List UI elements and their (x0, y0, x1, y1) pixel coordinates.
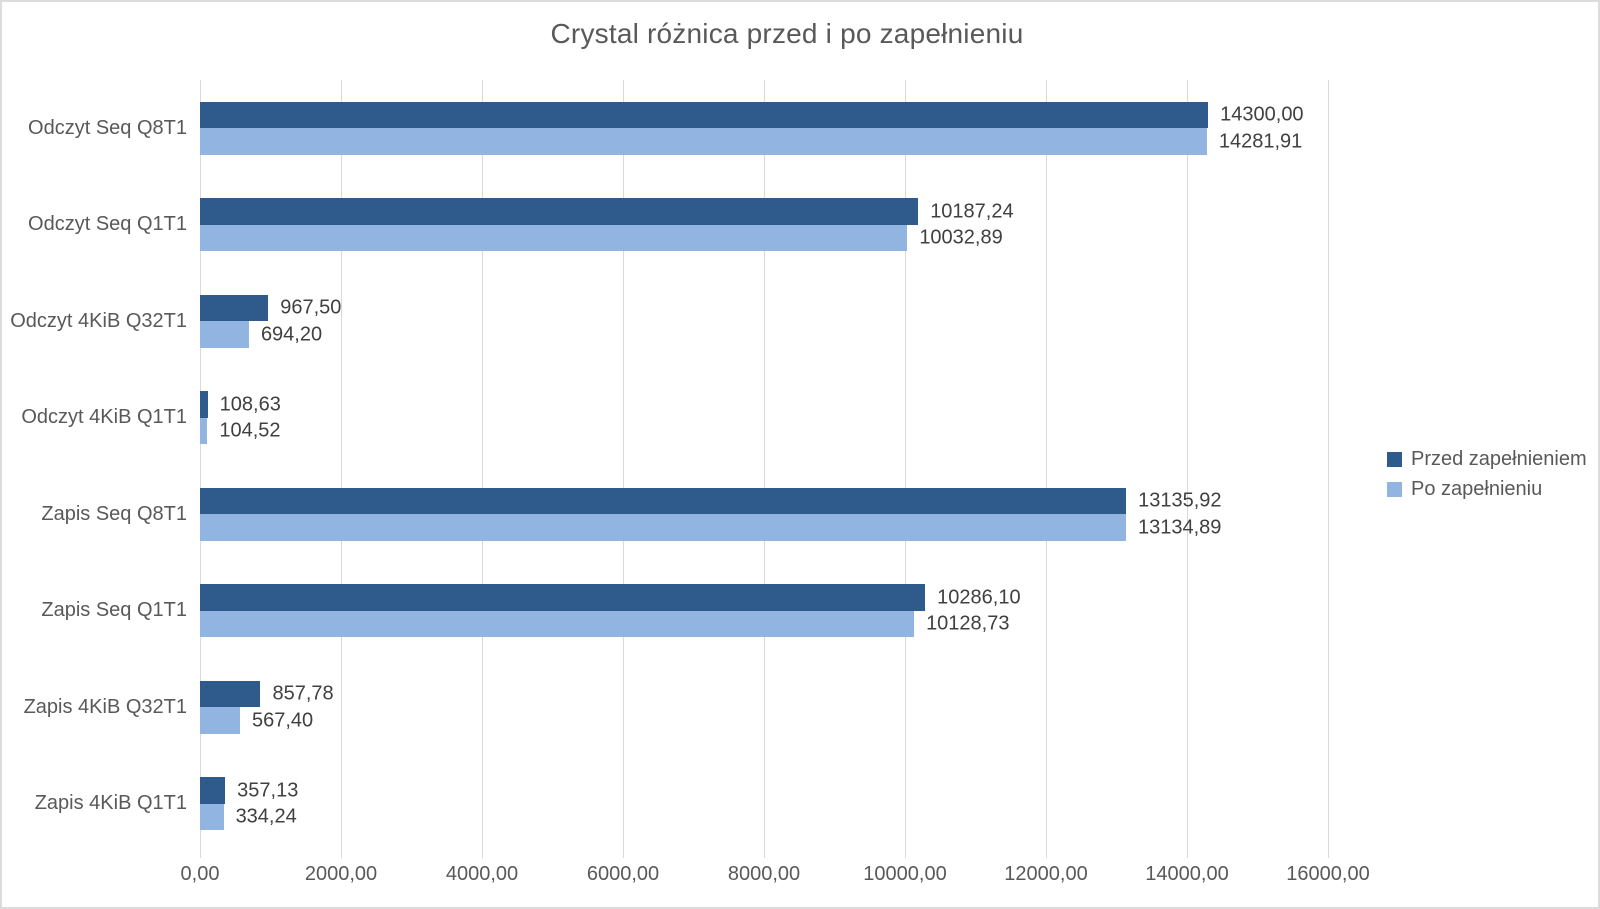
bar-series1: 857,78 (200, 680, 334, 708)
category-band: 357,13 334,24 (200, 756, 1328, 853)
x-axis-tick-label: 2000,00 (304, 863, 378, 885)
value-label: 334,24 (235, 805, 297, 828)
value-label: 13135,92 (1138, 489, 1222, 512)
value-label: 10286,10 (937, 586, 1021, 608)
category-label: Odczyt Seq Q8T1 (28, 116, 187, 139)
legend-item: Przed zapełnieniem (1387, 448, 1587, 470)
gridline (905, 80, 906, 858)
category-band: 10187,24 10032,89 (200, 177, 1328, 274)
category-label: Zapis 4KiB Q32T1 (23, 695, 187, 718)
category-band: 10286,10 10128,73 (200, 563, 1328, 660)
legend: Przed zapełnieniem Po zapełnieniu (1387, 448, 1587, 508)
bar-series2: 334,24 (200, 803, 297, 831)
x-axis-tick-label: 0,00 (180, 863, 220, 885)
bar-series2: 104,52 (200, 417, 281, 445)
value-label: 857,78 (272, 682, 334, 705)
value-label: 357,13 (237, 779, 299, 801)
category-label: Odczyt 4KiB Q32T1 (10, 309, 187, 332)
value-label: 967,50 (280, 296, 342, 319)
gridline (1187, 80, 1188, 858)
category-band: 967,50 694,20 (200, 273, 1328, 370)
gridline (1328, 80, 1329, 858)
bar-series1: 357,13 (200, 777, 298, 804)
bar-series2: 10128,73 (200, 610, 1009, 638)
value-label: 104,52 (219, 419, 281, 442)
legend-label: Po zapełnieniu (1411, 477, 1543, 500)
value-label: 567,40 (252, 709, 314, 731)
bar-series1: 967,50 (200, 294, 341, 322)
bar-series2: 694,20 (200, 321, 322, 348)
bar-series2: 13134,89 (200, 514, 1221, 541)
x-axis-tick-label: 4000,00 (445, 863, 519, 885)
bar-series2: 14281,91 (200, 128, 1302, 155)
legend-label: Przed zapełnieniem (1411, 447, 1587, 470)
category-band: 857,78 567,40 (200, 659, 1328, 756)
category-label: Zapis 4KiB Q1T1 (34, 792, 187, 815)
legend-swatch-icon (1387, 481, 1402, 497)
value-label: 10128,73 (926, 612, 1010, 635)
gridline (341, 80, 342, 858)
gridline (200, 80, 201, 858)
x-axis-tick-label: 6000,00 (586, 863, 660, 885)
legend-swatch-icon (1387, 451, 1402, 467)
category-label: Odczyt 4KiB Q1T1 (21, 406, 187, 429)
category-band: 14300,00 14281,91 (200, 80, 1328, 177)
x-axis-tick-label: 14000,00 (1145, 863, 1229, 885)
value-label: 10032,89 (919, 226, 1003, 249)
bar-series1: 108,63 (200, 391, 281, 418)
chart-title: Crystal różnica przed i po zapełnieniu (550, 18, 1024, 49)
category-band: 108,63 104,52 (200, 370, 1328, 467)
category-band: 13135,92 13134,89 (200, 466, 1328, 563)
category-label: Zapis Seq Q1T1 (41, 599, 187, 622)
value-label: 14281,91 (1218, 130, 1303, 152)
value-label: 10187,24 (930, 200, 1014, 222)
bar-series1: 10187,24 (200, 198, 1014, 225)
gridline (1046, 80, 1047, 858)
bar-series2: 10032,89 (200, 224, 1003, 252)
x-axis-tick-label: 10000,00 (863, 863, 947, 885)
bar-series1: 10286,10 (200, 584, 1021, 611)
category-label: Zapis Seq Q8T1 (41, 502, 187, 525)
plot-area: 14300,00 14281,91 10187,24 10032,89 967,50 69… (200, 80, 1329, 858)
legend-item: Po zapełnieniu (1387, 478, 1587, 500)
gridline (482, 80, 483, 858)
x-axis-tick-label: 16000,00 (1286, 863, 1370, 885)
x-axis-tick-label: 8000,00 (727, 863, 801, 885)
category-label: Odczyt Seq Q1T1 (28, 213, 187, 236)
x-axis-tick-label: 12000,00 (1004, 863, 1088, 885)
value-label: 694,20 (260, 323, 323, 345)
value-label: 13134,89 (1138, 516, 1222, 538)
bar-series1: 13135,92 (200, 487, 1222, 515)
gridline (623, 80, 624, 858)
value-label: 14300,00 (1220, 103, 1304, 126)
bar-series2: 567,40 (200, 707, 313, 734)
gridline (764, 80, 765, 858)
value-label: 108,63 (219, 393, 281, 415)
bar-series1: 14300,00 (200, 101, 1304, 129)
